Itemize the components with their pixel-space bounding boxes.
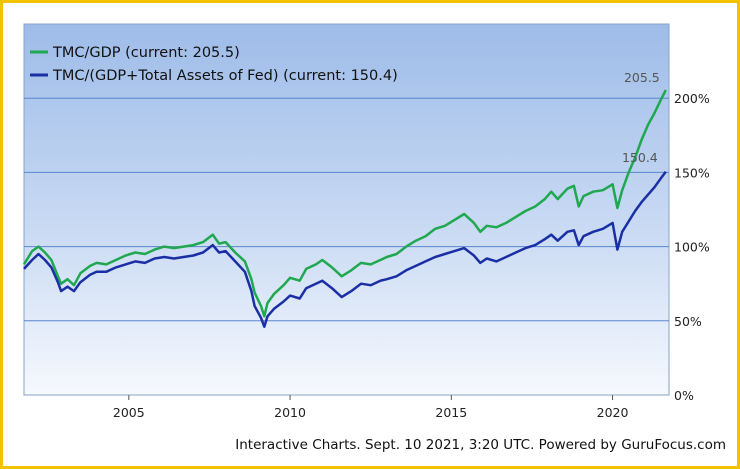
y-tick-label: 150%	[674, 165, 710, 180]
y-tick-label: 200%	[674, 91, 710, 106]
legend-label-2: TMC/(GDP+Total Assets of Fed) (current: …	[52, 68, 398, 84]
x-tick-label: 2020	[597, 405, 629, 420]
series-end-label-1: 205.5	[624, 70, 660, 85]
footer-credit: Interactive Charts. Sept. 10 2021, 3:20 …	[235, 437, 726, 453]
y-tick-label: 50%	[674, 314, 702, 329]
y-tick-label: 100%	[674, 240, 710, 255]
series-end-label-2: 150.4	[622, 150, 658, 165]
y-tick-label: 0%	[674, 388, 694, 403]
plot-area	[23, 23, 670, 396]
x-tick-label: 2010	[274, 405, 306, 420]
legend-label-1: TMC/GDP (current: 205.5)	[52, 45, 240, 61]
series-line-1	[22, 89, 667, 318]
x-tick-label: 2015	[435, 405, 467, 420]
x-tick-label: 2005	[113, 405, 145, 420]
series-line-2	[23, 171, 667, 328]
